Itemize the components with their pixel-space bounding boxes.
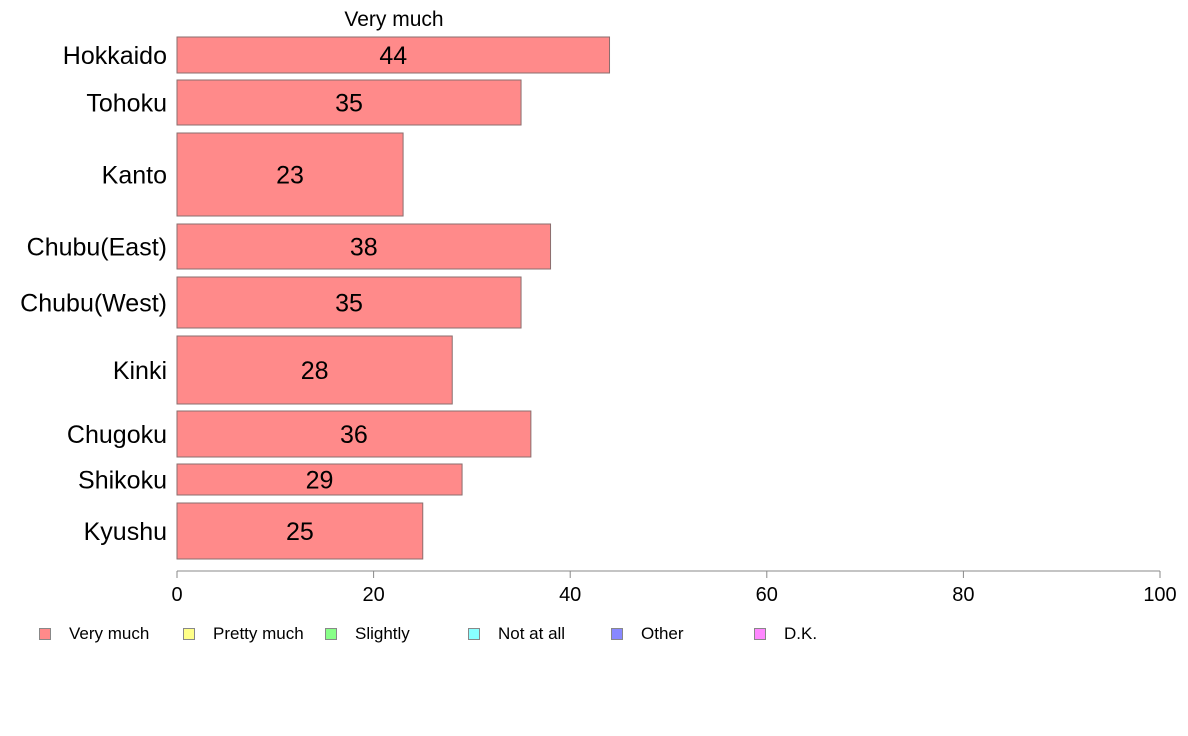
bar-kanto [176, 132, 404, 217]
bar-hokkaido [176, 36, 611, 74]
legend-label: Very much [69, 624, 150, 643]
legend-item-slightly: Slightly [325, 622, 410, 646]
legend-item-pretty-much: Pretty much [183, 622, 304, 646]
category-label: Kinki [113, 357, 167, 385]
category-label: Kanto [102, 162, 167, 190]
legend-item-very-much: Very much [39, 622, 149, 646]
category-label: Chubu(East) [27, 234, 167, 262]
bar-value-label: 35 [335, 90, 363, 118]
category-label: Chugoku [67, 421, 167, 449]
chart-title: Very much [344, 8, 443, 31]
x-tick-label: 100 [1143, 584, 1176, 606]
bar-value-label: 23 [276, 162, 304, 190]
x-tick-label: 0 [171, 584, 182, 606]
legend-swatch-not-at-all [468, 628, 480, 640]
bar-value-label: 28 [301, 357, 329, 385]
category-label: Chubu(West) [20, 290, 167, 318]
category-label: Shikoku [78, 467, 167, 495]
bar-kinki [176, 335, 453, 405]
bar-value-label: 44 [379, 42, 407, 70]
bar-shikoku [176, 463, 463, 496]
category-label: Hokkaido [63, 42, 167, 70]
legend: Very much Pretty much Slightly Not at al… [0, 622, 1188, 646]
bar-value-label: 36 [340, 421, 368, 449]
bar-value-label: 29 [306, 467, 334, 495]
x-tick-label: 60 [756, 584, 778, 606]
legend-swatch-other [611, 628, 623, 640]
legend-item-dk: D.K. [754, 622, 817, 646]
legend-swatch-pretty-much [183, 628, 195, 640]
legend-swatch-slightly [325, 628, 337, 640]
x-tick-label: 80 [952, 584, 974, 606]
legend-swatch-dk [754, 628, 766, 640]
bar-chugoku [176, 410, 532, 458]
x-tick-label: 20 [362, 584, 384, 606]
category-label: Kyushu [84, 518, 167, 546]
legend-label: Slightly [355, 624, 410, 643]
legend-item-other: Other [611, 622, 684, 646]
legend-swatch-very-much [39, 628, 51, 640]
bar-kyushu [176, 502, 424, 560]
legend-label: D.K. [784, 624, 818, 643]
bar-chubu-west [176, 276, 522, 329]
bar-chubu-east [176, 223, 552, 270]
category-label: Tohoku [86, 90, 167, 118]
legend-item-not-at-all: Not at all [468, 622, 565, 646]
bar-value-label: 25 [286, 518, 314, 546]
legend-label: Pretty much [213, 624, 304, 643]
legend-label: Other [641, 624, 684, 643]
legend-label: Not at all [498, 624, 566, 643]
x-tick-label: 40 [559, 584, 581, 606]
bar-tohoku [176, 79, 522, 126]
bar-value-label: 38 [350, 234, 378, 262]
bar-value-label: 35 [335, 290, 363, 318]
